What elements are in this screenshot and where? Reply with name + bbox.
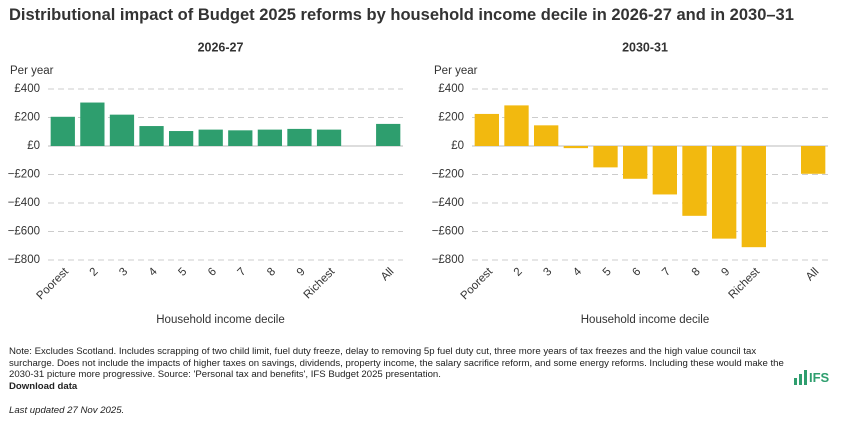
x-tick-label: 9 [295,266,308,279]
bar [563,146,588,149]
logo-text: IFS [809,370,830,385]
x-tick-label: 6 [630,266,643,279]
chart-title: 2030-31 [622,40,668,54]
x-tick-label: 2 [88,266,101,279]
x-tick-label: 6 [206,266,219,279]
bar [474,113,499,146]
y-tick-label: −£400 [432,197,464,209]
bar [257,129,283,146]
x-axis-title: Household income decile [156,314,285,326]
x-tick-label: 7 [660,266,673,279]
bar [80,102,105,146]
x-tick-label: All [804,266,822,284]
x-tick-label: 8 [265,266,278,279]
y-tick-label: −£200 [432,169,464,181]
x-tick-label: 5 [176,266,189,279]
x-tick-label: Poorest [35,265,72,302]
bar [198,129,223,146]
y-tick-label: £200 [14,112,40,124]
bar [623,146,648,179]
y-tick-label: −£600 [8,226,40,238]
chart-title: 2026-27 [198,40,244,54]
bar [534,125,559,146]
charts: 2026-27 Per year Household income decile £4… [8,40,828,326]
bar [376,123,401,146]
download-link[interactable]: Download data [9,381,78,392]
x-tick-label: 3 [541,266,554,279]
x-tick-label: 3 [117,266,130,279]
bar [316,129,342,146]
bar [682,146,707,216]
logo: IFS [794,370,829,385]
y-tick-label: £400 [438,83,464,95]
y-tick-label: −£800 [432,254,464,266]
x-tick-label: Richest [726,265,762,301]
x-tick-label: 9 [719,266,732,279]
bar [287,128,312,146]
y-tick-label: −£200 [8,169,40,181]
bar [712,146,737,239]
bar [168,131,194,146]
x-tick-label: Poorest [459,265,496,302]
x-tick-label: All [379,266,397,284]
bar [801,146,826,174]
x-axis-title: Household income decile [581,314,710,326]
page-title: Distributional impact of Budget 2025 ref… [9,6,794,24]
x-tick-label: 4 [147,265,160,278]
y-axis-title: Per year [434,65,478,77]
bar [593,146,618,168]
bar [109,114,135,146]
y-tick-label: £200 [438,112,464,124]
y-tick-label: £0 [27,140,40,152]
x-tick-label: 4 [571,265,584,278]
last-updated: Last updated 27 Nov 2025. [9,405,125,416]
bar [50,116,75,146]
note: Note: Excludes Scotland. Includes scrapp… [9,346,784,381]
bar [504,105,529,146]
y-tick-label: −£600 [432,226,464,238]
x-tick-label: Richest [302,265,338,301]
x-tick-label: 5 [601,266,614,279]
x-tick-label: 8 [690,266,703,279]
bar [741,146,766,248]
bar [139,126,164,146]
y-tick-label: £0 [451,140,464,152]
y-tick-label: −£800 [8,254,40,266]
y-axis-title: Per year [10,65,54,77]
y-tick-label: £400 [14,83,40,95]
x-tick-label: 2 [512,266,525,279]
x-tick-label: 7 [236,266,249,279]
bar [228,130,253,146]
y-tick-label: −£400 [8,197,40,209]
bar [652,146,677,195]
